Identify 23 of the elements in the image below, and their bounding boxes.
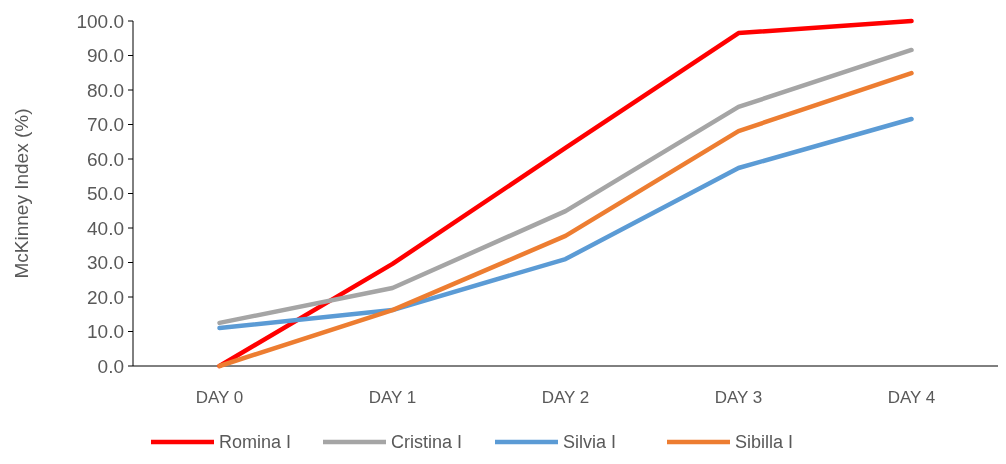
x-tick-label: DAY 0 (195, 388, 244, 407)
y-tick-label: 50.0 (87, 183, 124, 205)
x-tick-label: DAY 1 (368, 388, 417, 407)
y-tick-label: 40.0 (87, 217, 124, 239)
y-tick-label: 90.0 (87, 45, 124, 67)
y-tick-label: 30.0 (87, 252, 124, 274)
legend-label: Romina I (219, 432, 292, 452)
y-axis-title: McKinney Index (%) (11, 108, 32, 279)
legend-label: Cristina I (391, 432, 463, 452)
y-tick-label: 80.0 (87, 79, 124, 101)
y-tick-label: 0.0 (97, 355, 124, 377)
x-tick-label: DAY 3 (714, 388, 763, 407)
y-tick-label: 60.0 (87, 148, 124, 170)
x-tick-label: DAY 4 (887, 388, 936, 407)
legend-label: Sibilla I (735, 432, 794, 452)
x-tick-label: DAY 2 (541, 388, 590, 407)
line-series (217, 116, 914, 331)
line-series (217, 47, 914, 326)
y-tick-label: 10.0 (87, 321, 124, 343)
y-tick-label: 70.0 (87, 114, 124, 136)
y-tick-label: 20.0 (87, 286, 124, 308)
y-tick-label: 100.0 (76, 10, 124, 32)
legend-label: Silvia I (563, 432, 617, 452)
